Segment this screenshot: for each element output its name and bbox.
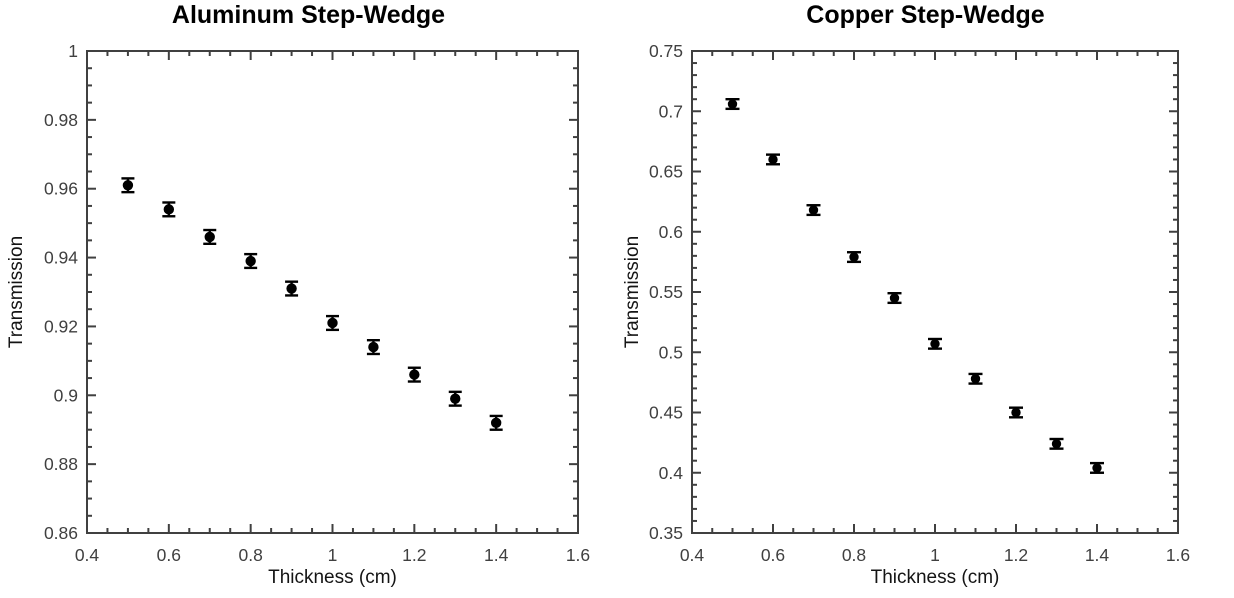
- x-tick-label: 1: [328, 545, 338, 565]
- data-point-marker: [889, 293, 900, 303]
- data-point-marker: [327, 317, 338, 329]
- data-points: [121, 177, 503, 431]
- data-point-marker: [970, 374, 981, 384]
- data-point-marker: [450, 393, 461, 404]
- copper-x-axis-label: Thickness (cm): [870, 567, 1000, 588]
- x-tick-label: 1.6: [566, 545, 590, 565]
- x-tick-label: 0.8: [842, 545, 866, 565]
- aluminum-panel: 0.4 0.6 0.8 1 1.2 1.4 1.6 0.86 0.88 0.9 0.92 0.94 0.…: [6, 1, 590, 588]
- x-tick-label: 0.8: [239, 545, 263, 565]
- aluminum-chart-svg: 0.4 0.6 0.8 1 1.2 1.4 1.6 0.86 0.88 0.9 0.92 0.94 0.…: [44, 41, 590, 565]
- data-point-marker: [1051, 439, 1062, 449]
- x-tick-label: 0.6: [157, 545, 181, 565]
- data-point-marker: [368, 341, 379, 353]
- data-point-marker: [768, 154, 778, 165]
- data-point-marker: [163, 204, 175, 215]
- data-point-marker: [286, 283, 297, 294]
- y-tick-label: 0.75: [649, 41, 683, 61]
- data-point-marker: [245, 255, 256, 267]
- y-tick-label: 0.92: [44, 316, 78, 336]
- data-point-marker: [727, 99, 738, 109]
- x-tick-label: 1.4: [1085, 545, 1110, 565]
- data-point-marker: [409, 369, 420, 380]
- y-tick-label: 0.98: [44, 110, 78, 130]
- y-tick-label: 0.45: [649, 403, 683, 423]
- aluminum-x-axis-label: Thickness (cm): [268, 567, 397, 588]
- y-tick-label: 0.88: [44, 454, 78, 474]
- aluminum-plot-title: Aluminum Step-Wedge: [171, 1, 446, 29]
- data-point-marker: [930, 339, 940, 349]
- data-point-marker: [808, 205, 819, 215]
- y-tick-label: 1: [68, 41, 78, 61]
- x-tick-label: 1.2: [1004, 545, 1028, 565]
- x-tick-label: 1.2: [402, 545, 426, 565]
- y-tick-label: 0.96: [44, 179, 78, 199]
- y-tick-label: 0.7: [659, 101, 683, 121]
- data-point-marker: [1011, 407, 1021, 418]
- tick-labels: 0.4 0.6 0.8 1 1.2 1.4 1.6 0.86 0.88 0.9 0.92 0.94 0.…: [44, 41, 590, 565]
- y-tick-label: 0.9: [54, 385, 78, 405]
- copper-panel: 0.4 0.6 0.8 1 1.2 1.4 1.6 0.35 0.4 0.45 0.5 0.55 0.6…: [617, 0, 1234, 598]
- axes: [86, 50, 579, 534]
- y-tick-label: 0.86: [44, 523, 78, 543]
- aluminum-y-axis-label: Transmission: [6, 235, 27, 349]
- axes: [691, 50, 1179, 534]
- data-point-marker: [490, 417, 502, 429]
- data-point-marker: [849, 252, 859, 262]
- x-tick-label: 1.6: [1166, 545, 1190, 565]
- copper-chart-svg: 0.4 0.6 0.8 1 1.2 1.4 1.60.350.40.450.50.550.6…: [649, 41, 1190, 565]
- y-tick-label: 0.55: [649, 282, 683, 302]
- tick-labels: 0.4 0.6 0.8 1 1.2 1.4 1.60.350.40.450.50.550.6…: [649, 41, 1190, 565]
- x-tick-label: 0.4: [75, 545, 100, 565]
- data-point-marker: [1092, 463, 1102, 473]
- y-tick-label: 0.4: [659, 463, 684, 483]
- y-tick-label: 0.6: [659, 222, 683, 242]
- y-tick-label: 0.35: [649, 523, 683, 543]
- y-tick-label: 0.94: [44, 248, 78, 268]
- data-point-marker: [122, 180, 134, 191]
- y-tick-label: 0.5: [659, 342, 683, 362]
- copper-y-axis-label: Transmission: [622, 235, 643, 349]
- data-points: [725, 97, 1104, 474]
- copper-plot-title: Copper Step-Wedge: [806, 1, 1045, 29]
- x-tick-label: 1: [930, 545, 940, 565]
- data-point-marker: [204, 231, 215, 243]
- x-tick-label: 1.4: [484, 545, 509, 565]
- x-tick-label: 0.4: [680, 545, 705, 565]
- x-tick-label: 0.6: [761, 545, 785, 565]
- y-tick-label: 0.65: [649, 162, 683, 182]
